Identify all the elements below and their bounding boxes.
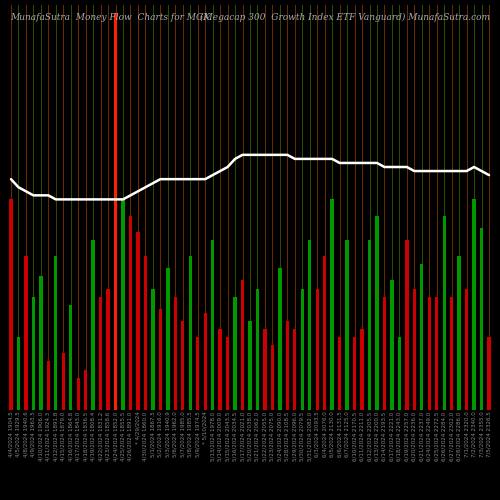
Bar <box>39 276 42 410</box>
Bar <box>435 296 438 410</box>
Bar <box>46 362 50 410</box>
Bar <box>62 354 65 410</box>
Bar <box>420 264 424 410</box>
Bar <box>76 378 80 410</box>
Bar <box>390 280 394 410</box>
Bar <box>316 288 319 410</box>
Bar <box>278 268 281 410</box>
Bar <box>338 337 342 410</box>
Bar <box>270 345 274 410</box>
Bar <box>218 329 222 410</box>
Bar <box>488 337 490 410</box>
Bar <box>99 296 102 410</box>
Bar <box>166 268 170 410</box>
Bar <box>106 288 110 410</box>
Bar <box>234 296 236 410</box>
Bar <box>264 329 266 410</box>
Bar <box>472 200 476 410</box>
Bar <box>300 288 304 410</box>
Bar <box>54 256 58 410</box>
Bar <box>323 256 326 410</box>
Bar <box>174 296 177 410</box>
Bar <box>226 337 230 410</box>
Bar <box>188 256 192 410</box>
Bar <box>360 329 364 410</box>
Bar <box>308 240 312 410</box>
Bar <box>92 240 95 410</box>
Bar <box>122 200 124 410</box>
Bar <box>368 240 371 410</box>
Bar <box>428 296 431 410</box>
Bar <box>211 240 214 410</box>
Bar <box>450 296 454 410</box>
Bar <box>383 296 386 410</box>
Bar <box>136 232 140 410</box>
Bar <box>114 13 117 410</box>
Text: MunafaSutra  Money Flow  Charts for MGK: MunafaSutra Money Flow Charts for MGK <box>10 13 210 22</box>
Bar <box>84 370 87 410</box>
Bar <box>256 288 259 410</box>
Bar <box>24 256 28 410</box>
Bar <box>17 337 20 410</box>
Bar <box>204 313 207 410</box>
Bar <box>458 256 461 410</box>
Bar <box>181 321 184 410</box>
Bar <box>32 296 35 410</box>
Bar <box>129 216 132 410</box>
Bar <box>286 321 289 410</box>
Bar <box>241 280 244 410</box>
Bar <box>398 337 401 410</box>
Bar <box>10 200 12 410</box>
Bar <box>69 304 72 410</box>
Bar <box>412 288 416 410</box>
Bar <box>376 216 378 410</box>
Bar <box>151 288 154 410</box>
Bar <box>248 321 252 410</box>
Bar <box>158 309 162 410</box>
Bar <box>465 288 468 410</box>
Bar <box>480 228 483 410</box>
Bar <box>144 256 147 410</box>
Bar <box>293 329 296 410</box>
Bar <box>330 200 334 410</box>
Bar <box>353 337 356 410</box>
Bar <box>346 240 349 410</box>
Bar <box>442 216 446 410</box>
Bar <box>196 337 200 410</box>
Text: (Megacap 300  Growth Index ETF Vanguard) MunafaSutra.com: (Megacap 300 Growth Index ETF Vanguard) … <box>200 13 490 22</box>
Bar <box>405 240 408 410</box>
